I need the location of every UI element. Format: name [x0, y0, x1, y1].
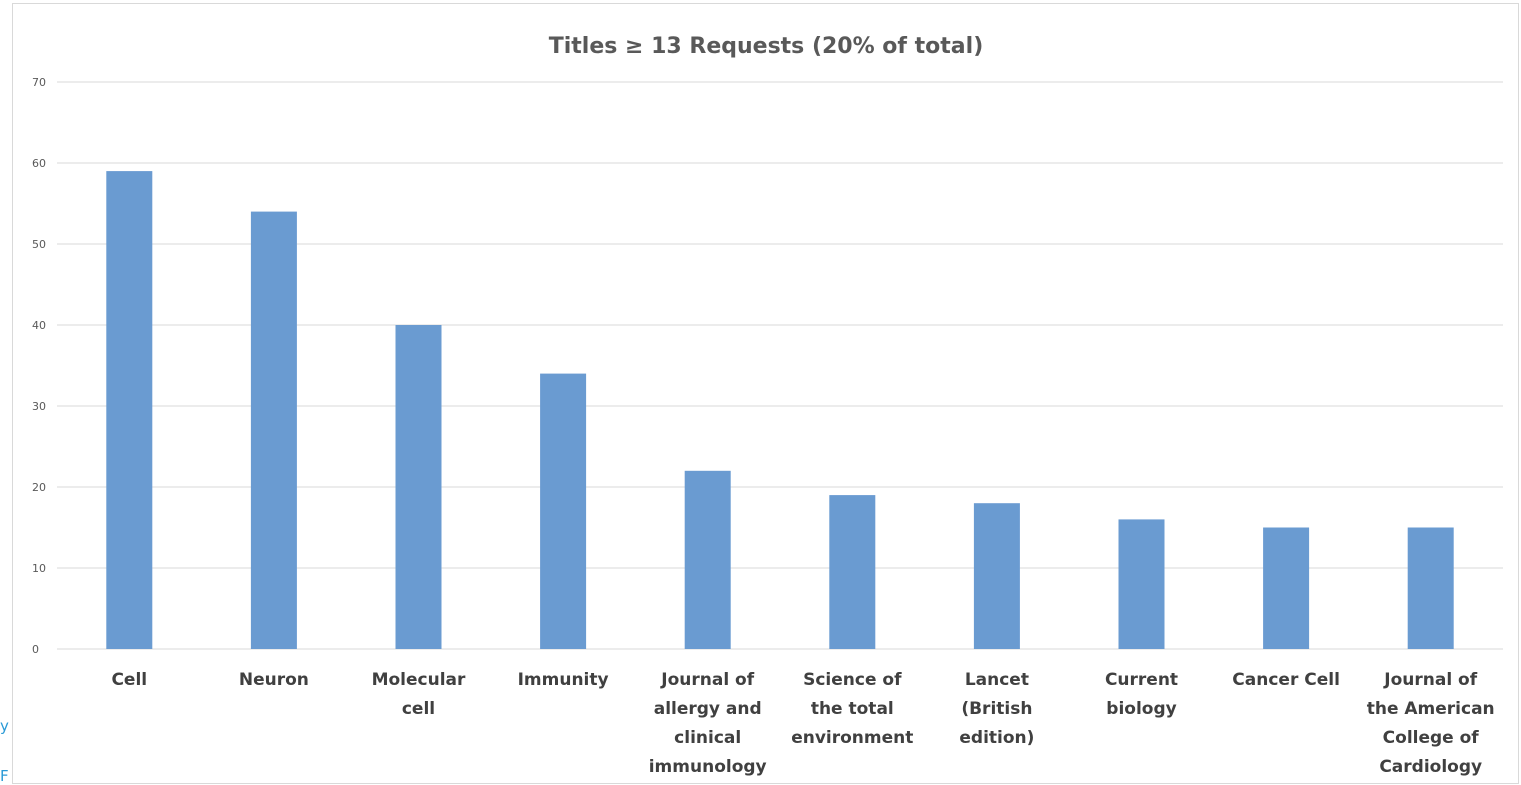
bar: [684, 470, 731, 649]
category-label: Lancet (British edition): [959, 670, 1034, 748]
category-label: Immunity: [518, 670, 609, 690]
chart-title: Titles ≥ 13 Requests (20% of total): [549, 34, 984, 59]
bar: [973, 503, 1020, 649]
y-tick-label: 70: [32, 76, 46, 89]
category-label-line: clinical: [674, 728, 741, 748]
category-label-line: Cell: [111, 670, 147, 690]
edge-fragment-y: y: [0, 717, 9, 735]
category-label-line: Journal of: [1383, 670, 1477, 690]
y-tick-label: 50: [32, 238, 46, 251]
category-label: Molecular cell: [372, 670, 466, 719]
y-tick-label: 20: [32, 481, 46, 494]
category-label-line: the American: [1367, 699, 1495, 719]
y-tick-label: 30: [32, 400, 46, 413]
bar: [1118, 519, 1165, 649]
category-label: Science of the total environment: [791, 670, 913, 748]
category-label-line: Journal of: [660, 670, 754, 690]
y-axis-tick-labels: 0 10 20 30 40 50 60 70: [32, 76, 46, 656]
category-label-line: the total: [811, 699, 894, 719]
category-label: Neuron: [239, 670, 309, 690]
y-tick-label: 40: [32, 319, 46, 332]
category-label-line: cell: [402, 699, 435, 719]
bar: [829, 495, 876, 649]
category-labels: Cell Neuron Molecular cell Immunity Journal o…: [111, 670, 1494, 777]
bar: [1407, 527, 1454, 649]
category-label: Cancer Cell: [1232, 670, 1340, 690]
category-label-line: Current: [1105, 670, 1178, 690]
category-label-line: Lancet: [965, 670, 1029, 690]
category-label-line: environment: [791, 728, 913, 748]
category-label-line: Immunity: [518, 670, 609, 690]
category-label-line: Molecular: [372, 670, 466, 690]
bars: [106, 171, 1454, 649]
edge-fragment-f: F: [0, 767, 9, 785]
category-label-line: College of: [1383, 728, 1480, 748]
chart-area: Titles ≥ 13 Requests (20% of total) 0 10 2…: [12, 3, 1519, 784]
category-label-line: Cardiology: [1379, 757, 1482, 777]
category-label: Journal of the American College of Cardiolo…: [1367, 670, 1495, 777]
bar: [395, 325, 442, 649]
gridlines: [57, 81, 1503, 650]
bar: [250, 211, 297, 649]
category-label-line: edition): [959, 728, 1034, 748]
bar: [106, 171, 153, 649]
y-tick-label: 10: [32, 562, 46, 575]
bar-chart: Titles ≥ 13 Requests (20% of total) 0 10 2…: [32, 34, 1503, 777]
y-tick-label: 0: [32, 643, 39, 656]
category-label-line: Neuron: [239, 670, 309, 690]
category-label-line: biology: [1106, 699, 1176, 719]
category-label: Cell: [111, 670, 147, 690]
category-label: Current biology: [1105, 670, 1178, 719]
category-label: Journal of allergy and clinical immunology: [649, 670, 767, 777]
category-label-line: (British: [961, 699, 1032, 719]
category-label-line: Science of: [803, 670, 902, 690]
y-tick-label: 60: [32, 157, 46, 170]
category-label-line: allergy and: [654, 699, 762, 719]
bar: [540, 373, 587, 649]
bar: [1263, 527, 1310, 649]
category-label-line: immunology: [649, 757, 767, 777]
category-label-line: Cancer Cell: [1232, 670, 1340, 690]
